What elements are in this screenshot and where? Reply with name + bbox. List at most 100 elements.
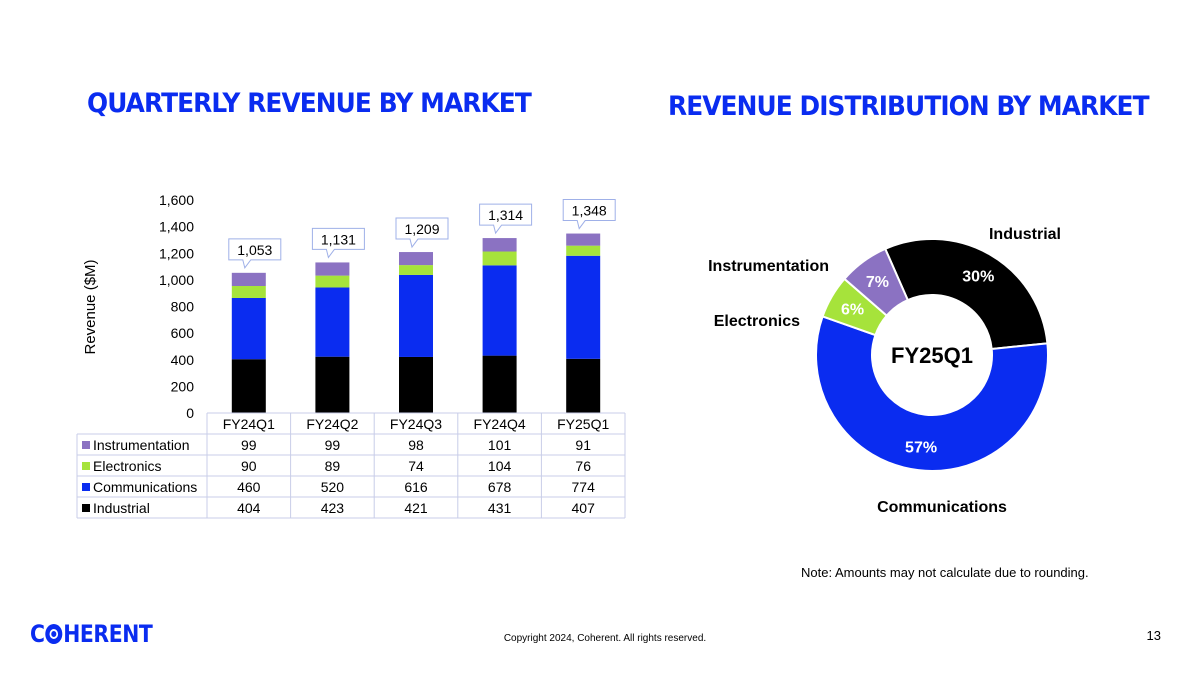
- table-cell: 616: [404, 479, 428, 495]
- logo-text-start: C: [30, 620, 45, 648]
- y-tick-label: 1,000: [159, 272, 194, 288]
- x-category-label: FY25Q1: [557, 416, 609, 432]
- table-cell: 76: [575, 458, 591, 474]
- total-label: 1,314: [488, 207, 523, 223]
- series-name: Communications: [93, 479, 197, 495]
- table-cell: 101: [488, 437, 512, 453]
- bar-segment-electronics: [566, 245, 601, 256]
- total-label: 1,209: [404, 221, 439, 237]
- donut-chart: 30% Industrial 57% Communications 6% Electron…: [708, 226, 1061, 516]
- donut-slice-industrial: [883, 238, 1049, 351]
- table-cell: 74: [408, 458, 424, 474]
- page-number: 13: [1146, 628, 1161, 643]
- bar-segment-electronics: [315, 275, 350, 288]
- x-category-label: FY24Q1: [223, 416, 275, 432]
- legend-swatch: [82, 441, 90, 449]
- series-name: Industrial: [93, 500, 150, 516]
- bar-segment-industrial: [566, 358, 601, 413]
- bar-segment-electronics: [399, 265, 433, 275]
- bar-segment-industrial: [315, 356, 350, 413]
- callout-box: [562, 199, 616, 230]
- total-label: 1,053: [237, 242, 272, 258]
- table-cell: 99: [241, 437, 257, 453]
- bar-segment-communications: [231, 297, 266, 360]
- table-cell: 520: [321, 479, 345, 495]
- coherent-logo: C HERENT: [30, 620, 174, 648]
- callout-box: [228, 238, 282, 269]
- callout-box: [479, 203, 533, 235]
- series-name: Electronics: [93, 458, 161, 474]
- total-callout: 1,131: [311, 227, 365, 259]
- bar-chart-title: QUARTERLY REVENUE BY MARKET: [87, 88, 532, 119]
- donut-slice-instrumentation: [843, 247, 910, 318]
- total-label: 1,348: [572, 203, 607, 219]
- table-cell: 678: [488, 479, 512, 495]
- x-category-label: FY24Q2: [306, 416, 358, 432]
- total-callout: 1,314: [479, 203, 533, 235]
- slice-percent-label: 57%: [905, 439, 937, 456]
- bar-segment-communications: [399, 274, 433, 357]
- logo-text-end: HERENT: [63, 620, 153, 648]
- y-axis-label: Revenue ($M): [82, 259, 99, 354]
- y-tick-label: 200: [171, 378, 195, 394]
- bar-segment-industrial: [399, 356, 433, 413]
- table-cell: 104: [488, 458, 512, 474]
- y-tick-label: 600: [171, 325, 195, 341]
- bar-segment-communications: [482, 265, 517, 356]
- bar-segment-communications: [566, 255, 601, 359]
- y-tick-label: 1,200: [159, 245, 194, 261]
- bar-segment-electronics: [482, 251, 517, 266]
- total-callout: 1,053: [228, 238, 282, 269]
- donut-chart-title: REVENUE DISTRIBUTION BY MARKET: [668, 91, 1150, 122]
- table-cell: 90: [241, 458, 257, 474]
- slice-category-label: Communications: [877, 499, 1007, 516]
- callout-box: [311, 227, 365, 259]
- bar-segment-electronics: [231, 285, 266, 298]
- donut-slice-communications: [815, 315, 1049, 472]
- slice-category-label: Electronics: [714, 313, 800, 330]
- total-callout: 1,348: [562, 199, 616, 230]
- table-cell: 423: [321, 500, 345, 516]
- slice-percent-label: 6%: [841, 302, 864, 319]
- bar-segment-industrial: [482, 355, 517, 413]
- total-label: 1,131: [321, 231, 356, 247]
- bar-segment-instrumentation: [399, 252, 433, 266]
- table-cell: 431: [488, 500, 512, 516]
- bar-segment-communications: [315, 287, 350, 357]
- y-tick-label: 400: [171, 352, 195, 368]
- table-cell: 774: [572, 479, 596, 495]
- stacked-bar-chart: 0 200 400 600 800 1,000 1,200 1,400 1,600 Revenue…: [76, 192, 626, 519]
- slice-category-label: Instrumentation: [708, 258, 829, 275]
- y-tick-label: 1,600: [159, 192, 194, 208]
- donut-center-label: FY25Q1: [891, 343, 973, 368]
- legend-swatch: [82, 504, 90, 512]
- x-category-label: FY24Q4: [474, 416, 526, 432]
- x-category-label: FY24Q3: [390, 416, 442, 432]
- slice-category-label: Industrial: [989, 226, 1061, 243]
- table-cell: 460: [237, 479, 261, 495]
- slice-percent-label: 30%: [962, 269, 994, 286]
- y-tick-label: 1,400: [159, 219, 194, 235]
- bar-segment-instrumentation: [482, 238, 517, 252]
- rounding-note: Note: Amounts may not calculate due to r…: [801, 565, 1089, 580]
- series-name: Instrumentation: [93, 437, 190, 453]
- bar-segment-instrumentation: [566, 233, 601, 246]
- bar-segment-industrial: [231, 359, 266, 413]
- total-callout: 1,209: [395, 217, 449, 249]
- callout-box: [395, 217, 449, 249]
- table-cell: 91: [575, 437, 591, 453]
- y-tick-label: 800: [171, 299, 195, 315]
- legend-swatch: [82, 483, 90, 491]
- table-cell: 99: [325, 437, 341, 453]
- table-cell: 404: [237, 500, 261, 516]
- bar-segment-instrumentation: [315, 262, 350, 276]
- table-cell: 98: [408, 437, 424, 453]
- slice-percent-label: 7%: [866, 274, 889, 291]
- legend-swatch: [82, 462, 90, 470]
- globe-icon: [45, 624, 63, 644]
- bar-segment-instrumentation: [231, 272, 266, 286]
- table-cell: 421: [404, 500, 428, 516]
- table-cell: 89: [325, 458, 341, 474]
- table-cell: 407: [572, 500, 596, 516]
- y-tick-label: 0: [186, 405, 194, 421]
